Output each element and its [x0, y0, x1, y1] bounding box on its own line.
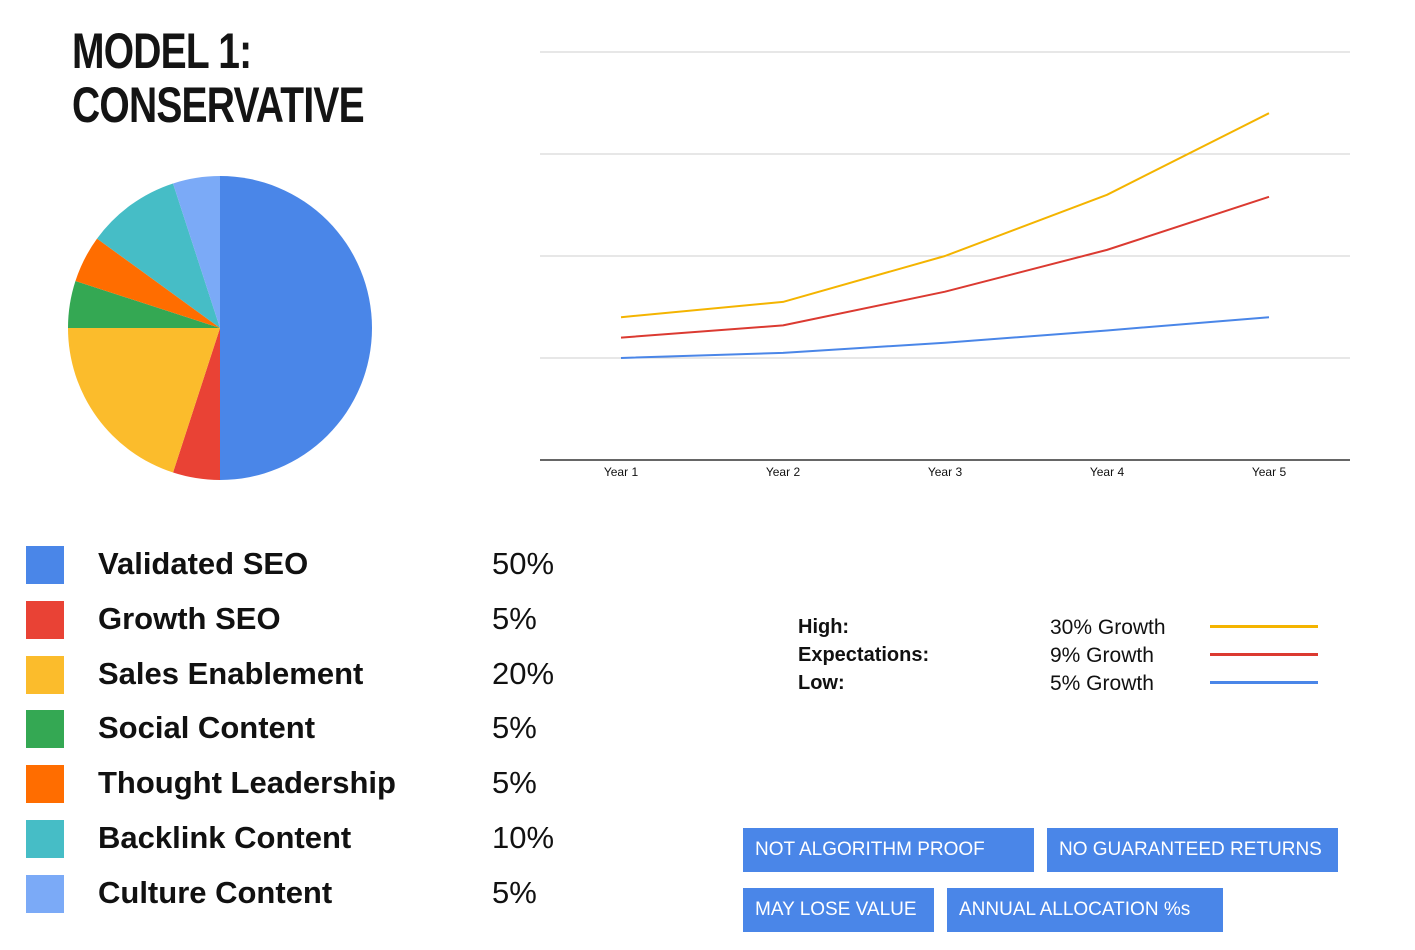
legend-row: Social Content 5%	[26, 704, 586, 759]
legend-row: Validated SEO 50%	[26, 540, 586, 595]
legend-label: Thought Leadership	[98, 765, 396, 801]
legend-row: Culture Content 5%	[26, 869, 586, 924]
tag-may-lose-value: MAY LOSE VALUE	[743, 888, 934, 932]
legend-swatch	[26, 710, 64, 749]
legend-row: Backlink Content 10%	[26, 814, 586, 869]
title-line-1: MODEL 1:	[72, 23, 252, 79]
pie-slice-validated-seo	[220, 176, 372, 480]
tag-annual-allocation: ANNUAL ALLOCATION %s	[947, 888, 1223, 932]
legend-swatch	[26, 655, 64, 694]
legend-row: Sales Enablement 20%	[26, 650, 586, 705]
legend-swatch	[26, 819, 64, 858]
title-line-2: CONSERVATIVE	[72, 77, 365, 133]
pie-slice-culture-content	[173, 176, 220, 328]
legend-label: Backlink Content	[98, 819, 352, 855]
pie-slice-sales-enablement	[68, 328, 220, 473]
pie-slice-thought-leadership	[75, 238, 220, 328]
legend-value: 20%	[492, 655, 555, 691]
legend-value: 5%	[492, 710, 537, 746]
x-tick-label: Year 1	[604, 465, 639, 479]
legend-value: 10%	[492, 819, 555, 855]
series-line-sample	[1210, 653, 1318, 656]
legend-label: Sales Enablement	[98, 655, 364, 691]
x-tick-label: Year 5	[1252, 465, 1287, 479]
series-legend: High: 30% Growth Expectations: 9% Growth…	[798, 614, 1338, 704]
allocation-legend: Validated SEO 50% Growth SEO 5% Sales En…	[26, 540, 586, 924]
series-legend-row: High: 30% Growth	[798, 614, 1338, 642]
pie-slice-growth-seo	[173, 328, 220, 480]
legend-value: 5%	[492, 874, 537, 910]
growth-line-chart: Year 1 Year 2 Year 3 Year 4 Year 5	[540, 51, 1350, 479]
allocation-pie-chart	[68, 176, 372, 480]
legend-row: Thought Leadership 5%	[26, 759, 586, 814]
series-legend-row: Low: 5% Growth	[798, 670, 1338, 698]
legend-swatch	[26, 765, 64, 804]
x-tick-label: Year 3	[928, 465, 963, 479]
series-growth: 5% Growth	[1050, 672, 1154, 695]
legend-swatch	[26, 600, 64, 639]
tag-no-guaranteed-returns: NO GUARANTEED RETURNS	[1047, 828, 1338, 872]
x-tick-label: Year 2	[766, 465, 801, 479]
pie-slice-backlink-content	[97, 183, 220, 328]
series-legend-row: Expectations: 9% Growth	[798, 642, 1338, 670]
legend-row: Growth SEO 5%	[26, 595, 586, 650]
series-name: High:	[798, 616, 850, 638]
tag-not-algorithm-proof: NOT ALGORITHM PROOF	[743, 828, 1034, 872]
legend-value: 50%	[492, 546, 555, 581]
series-line-sample	[1210, 681, 1318, 684]
legend-value: 5%	[492, 600, 537, 636]
series-growth: 9% Growth	[1050, 644, 1154, 667]
x-tick-label: Year 4	[1090, 465, 1125, 479]
series-line-0	[620, 112, 1270, 319]
legend-label: Validated SEO	[98, 546, 309, 581]
series-name: Expectations:	[798, 644, 930, 666]
series-line-1	[620, 195, 1270, 339]
legend-label: Social Content	[98, 710, 316, 746]
pie-slice-social-content	[68, 281, 220, 328]
series-line-sample	[1210, 625, 1318, 628]
series-name: Low:	[798, 672, 845, 694]
legend-swatch	[26, 546, 64, 584]
series-line-2	[620, 316, 1270, 359]
legend-label: Culture Content	[98, 874, 333, 910]
legend-label: Growth SEO	[98, 600, 281, 636]
series-growth: 30% Growth	[1050, 616, 1166, 639]
legend-value: 5%	[492, 765, 537, 801]
legend-swatch	[26, 874, 64, 913]
page-title: MODEL 1: CONSERVATIVE	[72, 23, 365, 133]
